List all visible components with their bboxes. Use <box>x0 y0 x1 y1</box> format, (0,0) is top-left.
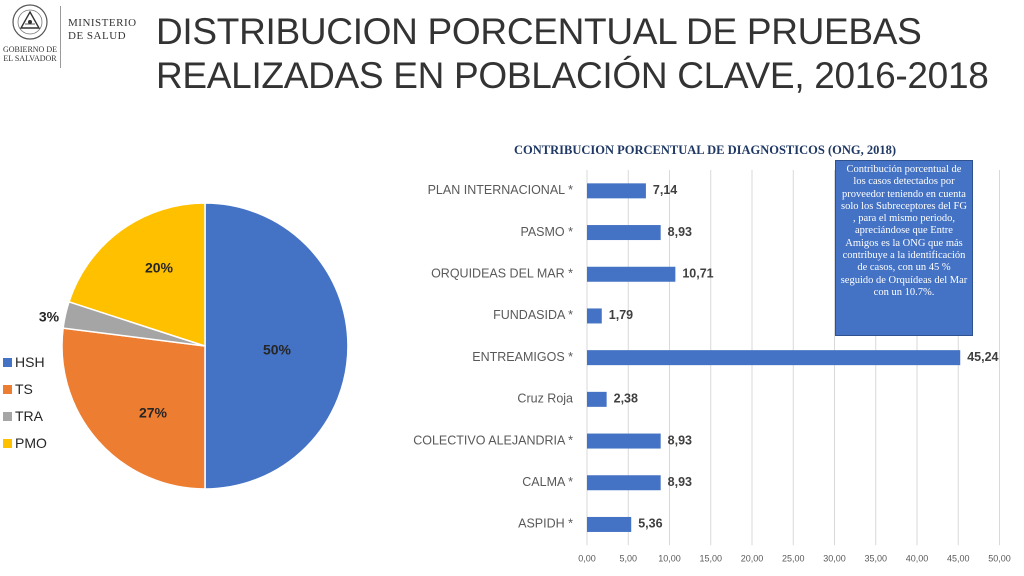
x-tick-label: 5,00 <box>619 553 637 563</box>
government-label-line2: EL SALVADOR <box>3 54 57 63</box>
legend-label-hsh: HSH <box>15 354 45 370</box>
bar <box>587 433 661 449</box>
x-tick-label: 0,00 <box>578 553 596 563</box>
page-title: DISTRIBUCION PORCENTUAL DE PRUEBAS REALI… <box>156 10 1016 98</box>
legend-item-pmo: PMO <box>0 434 80 454</box>
page-title-line1: DISTRIBUCION PORCENTUAL DE PRUEBAS <box>156 11 922 52</box>
ministry-name-line1: MINISTERIO <box>68 17 137 29</box>
bar-value-label: 8,93 <box>668 475 692 489</box>
x-tick-label: 50,00 <box>988 553 1011 563</box>
pie-data-label-hsh: 50% <box>263 342 292 358</box>
legend-swatch-tra <box>3 412 12 421</box>
x-tick-label: 45,00 <box>947 553 970 563</box>
bar <box>587 516 632 532</box>
bar-value-label: 5,36 <box>638 517 662 531</box>
coat-of-arms-icon <box>12 4 48 40</box>
legend-label-tra: TRA <box>15 408 43 424</box>
bar <box>587 475 661 491</box>
category-label: ENTREAMIGOS * <box>472 350 573 364</box>
x-tick-label: 15,00 <box>699 553 722 563</box>
pie-slice-hsh <box>204 202 349 490</box>
callout-note: Contribución porcentual de los casos det… <box>835 160 973 336</box>
bar <box>587 350 961 366</box>
bar-value-label: 10,71 <box>682 267 713 281</box>
legend-item-ts: TS <box>0 380 80 400</box>
bar-value-label: 1,79 <box>609 308 633 322</box>
bar-value-label: 7,14 <box>653 183 677 197</box>
category-label: COLECTIVO ALEJANDRIA * <box>413 433 573 447</box>
bar-value-label: 45,24 <box>967 350 998 364</box>
ministry-name: MINISTERIO DE SALUD <box>68 17 148 43</box>
bar-value-label: 8,93 <box>668 225 692 239</box>
bar <box>587 183 646 199</box>
x-tick-label: 30,00 <box>823 553 846 563</box>
pie-slice-pmo <box>68 202 206 348</box>
category-label: Cruz Roja <box>517 392 573 406</box>
x-tick-label: 35,00 <box>864 553 887 563</box>
logo-divider <box>60 6 61 68</box>
bar <box>587 308 602 324</box>
ministry-logo: GOBIERNO DE EL SALVADOR MINISTERIO DE SA… <box>0 0 150 72</box>
legend-swatch-pmo <box>3 439 12 448</box>
bar-chart-title: CONTRIBUCION PORCENTUAL DE DIAGNOSTICOS … <box>514 143 896 157</box>
bar-value-label: 8,93 <box>668 433 692 447</box>
legend-label-pmo: PMO <box>15 435 47 451</box>
x-tick-label: 20,00 <box>741 553 764 563</box>
category-label: ORQUIDEAS DEL MAR * <box>431 267 573 281</box>
pie-data-label-tra: 3% <box>39 309 60 325</box>
page-title-line2: REALIZADAS EN POBLACIÓN CLAVE, 2016-2018 <box>156 55 989 96</box>
legend-item-hsh: HSH <box>0 353 80 373</box>
pie-data-label-ts: 27% <box>139 405 168 421</box>
ministry-name-line2: DE SALUD <box>68 30 127 42</box>
pie-slice-ts <box>61 327 206 490</box>
category-label: ASPIDH * <box>518 517 573 531</box>
category-label: PASMO * <box>520 225 573 239</box>
bar-chart: CONTRIBUCION PORCENTUAL DE DIAGNOSTICOS … <box>413 143 1011 563</box>
pie-chart: 50% 27% 3% 20% <box>39 202 349 490</box>
legend-swatch-hsh <box>3 358 12 367</box>
bar <box>587 391 607 407</box>
government-label: GOBIERNO DE EL SALVADOR <box>0 45 60 63</box>
x-tick-label: 25,00 <box>782 553 805 563</box>
government-label-line1: GOBIERNO DE <box>3 45 57 54</box>
x-tick-label: 40,00 <box>906 553 929 563</box>
category-label: FUNDASIDA * <box>493 308 573 322</box>
legend-item-tra: TRA <box>0 407 80 427</box>
bar-value-label: 2,38 <box>614 392 638 406</box>
legend-swatch-ts <box>3 385 12 394</box>
bar <box>587 225 661 241</box>
legend-label-ts: TS <box>15 381 33 397</box>
bar <box>587 266 676 282</box>
category-label: CALMA * <box>522 475 573 489</box>
category-label: PLAN INTERNACIONAL * <box>428 183 574 197</box>
pie-data-label-pmo: 20% <box>145 260 174 276</box>
x-tick-label: 10,00 <box>658 553 681 563</box>
